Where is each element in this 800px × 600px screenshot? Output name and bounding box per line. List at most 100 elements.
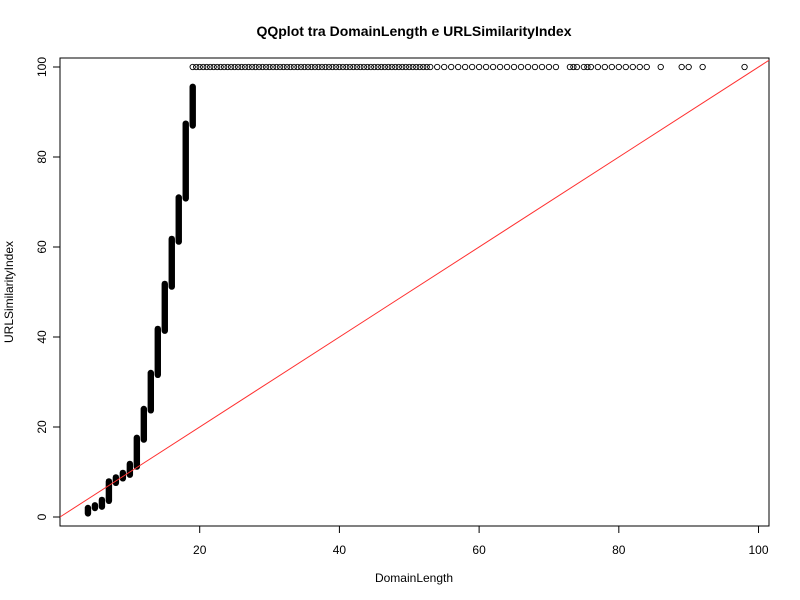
data-point: [378, 63, 385, 71]
data-point: [420, 63, 427, 71]
y-tick-label: 60: [35, 240, 49, 254]
data-point: [252, 63, 259, 71]
data-point: [678, 63, 685, 71]
data-point: [221, 63, 228, 71]
y-axis: 0 20 40 60 80 100: [35, 57, 61, 520]
data-point: [283, 63, 291, 71]
x-tick-label: 40: [333, 543, 347, 557]
data-points: [84, 63, 748, 517]
reference-line: [59, 59, 770, 518]
data-point: [517, 63, 525, 71]
data-point: [584, 63, 591, 71]
x-axis: 20 40 60 80 100: [193, 525, 769, 557]
data-point: [329, 63, 336, 71]
data-point: [636, 63, 643, 71]
data-point: [301, 63, 308, 71]
data-point: [273, 63, 280, 71]
data-point: [311, 63, 319, 71]
data-point: [193, 63, 200, 71]
data-point: [489, 63, 497, 71]
data-point: [531, 63, 539, 71]
data-point: [315, 63, 322, 71]
data-point: [280, 63, 287, 71]
data-point: [416, 63, 423, 71]
data-point: [510, 63, 518, 71]
x-axis-label: DomainLength: [375, 571, 453, 585]
data-point: [224, 63, 231, 71]
data-point: [381, 63, 388, 71]
x-tick-label: 20: [193, 543, 207, 557]
data-point: [294, 63, 301, 71]
data-point: [594, 63, 602, 71]
data-point: [318, 63, 326, 71]
data-point: [496, 63, 504, 71]
data-point: [234, 63, 242, 71]
data-point: [346, 63, 354, 71]
data-point: [413, 63, 420, 71]
data-point: [241, 63, 249, 71]
data-point: [255, 63, 263, 71]
data-point: [276, 63, 284, 71]
data-point: [434, 63, 441, 71]
y-tick-label: 100: [35, 57, 49, 77]
data-point: [339, 63, 347, 71]
data-point: [392, 63, 399, 71]
data-point: [587, 63, 595, 71]
data-point: [423, 63, 430, 71]
data-point: [367, 63, 374, 71]
data-point: [266, 63, 273, 71]
data-point: [210, 63, 217, 71]
data-point: [287, 63, 294, 71]
data-point: [566, 63, 574, 71]
data-point: [245, 63, 252, 71]
data-point: [545, 63, 553, 71]
data-point: [360, 63, 368, 71]
data-point: [409, 63, 416, 71]
data-point: [217, 63, 224, 71]
data-point: [325, 63, 333, 71]
data-point: [402, 63, 409, 71]
x-tick-label: 80: [612, 543, 626, 557]
data-point: [538, 63, 546, 71]
data-point: [214, 63, 221, 71]
data-point: [336, 63, 343, 71]
data-point: [304, 63, 312, 71]
data-point: [269, 63, 277, 71]
data-point: [455, 63, 462, 71]
y-tick-label: 40: [35, 330, 49, 344]
y-tick-label: 0: [35, 513, 49, 520]
y-axis-label: URLSimilarityIndex: [2, 241, 16, 343]
data-point: [580, 63, 588, 71]
data-point: [308, 63, 315, 71]
data-point: [248, 63, 256, 71]
data-point: [374, 63, 381, 71]
data-point: [207, 63, 214, 71]
plot-content: [59, 59, 770, 518]
data-point: [524, 63, 532, 71]
data-point: [622, 63, 629, 71]
data-point: [406, 63, 413, 71]
data-point: [371, 63, 378, 71]
data-point: [196, 63, 203, 71]
data-point: [189, 63, 196, 71]
data-point: [395, 63, 402, 71]
data-point: [643, 63, 650, 71]
x-tick-label: 100: [749, 543, 769, 557]
data-point: [427, 63, 434, 71]
data-point: [615, 63, 622, 71]
data-point: [448, 63, 455, 71]
data-point: [461, 63, 469, 71]
data-point: [343, 63, 350, 71]
data-point: [503, 63, 511, 71]
data-point: [262, 63, 270, 71]
data-point: [468, 63, 476, 71]
data-point: [332, 63, 340, 71]
data-point: [475, 63, 483, 71]
data-point: [699, 63, 706, 71]
y-tick-label: 20: [35, 420, 49, 434]
data-point: [385, 63, 392, 71]
data-point: [238, 63, 245, 71]
data-point: [741, 63, 748, 71]
data-point: [231, 63, 238, 71]
